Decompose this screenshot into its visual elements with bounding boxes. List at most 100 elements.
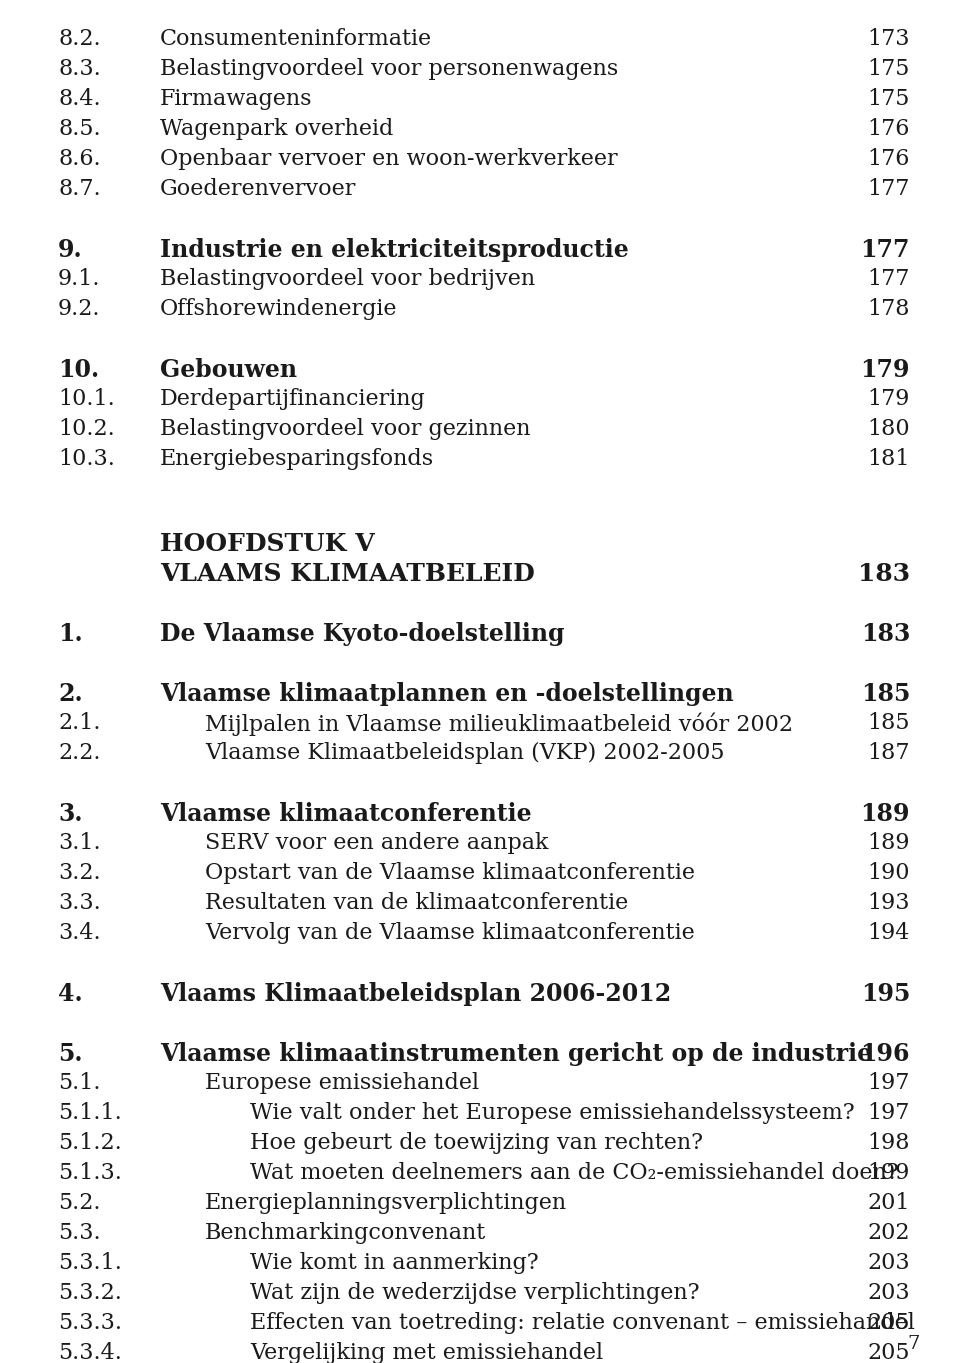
- Text: Energiebesparingsfonds: Energiebesparingsfonds: [160, 448, 434, 470]
- Text: Benchmarkingconvenant: Benchmarkingconvenant: [205, 1223, 487, 1244]
- Text: 190: 190: [868, 861, 910, 885]
- Text: 8.3.: 8.3.: [58, 59, 101, 80]
- Text: Energieplanningsverplichtingen: Energieplanningsverplichtingen: [205, 1193, 567, 1214]
- Text: 3.1.: 3.1.: [58, 831, 101, 855]
- Text: Wat zijn de wederzijdse verplichtingen?: Wat zijn de wederzijdse verplichtingen?: [250, 1283, 700, 1304]
- Text: Vlaamse klimaatconferentie: Vlaamse klimaatconferentie: [160, 801, 532, 826]
- Text: 201: 201: [868, 1193, 910, 1214]
- Text: 5.1.: 5.1.: [58, 1073, 101, 1094]
- Text: 5.1.1.: 5.1.1.: [58, 1103, 122, 1124]
- Text: 196: 196: [860, 1041, 910, 1066]
- Text: 5.1.2.: 5.1.2.: [58, 1133, 122, 1154]
- Text: 183: 183: [858, 562, 910, 586]
- Text: Wie komt in aanmerking?: Wie komt in aanmerking?: [250, 1253, 539, 1274]
- Text: 10.: 10.: [58, 358, 99, 382]
- Text: 1.: 1.: [58, 622, 83, 646]
- Text: 187: 187: [868, 741, 910, 765]
- Text: 189: 189: [868, 831, 910, 855]
- Text: VLAAMS KLIMAATBELEID: VLAAMS KLIMAATBELEID: [160, 562, 535, 586]
- Text: 3.3.: 3.3.: [58, 891, 101, 915]
- Text: Openbaar vervoer en woon-werkverkeer: Openbaar vervoer en woon-werkverkeer: [160, 149, 617, 170]
- Text: 193: 193: [868, 891, 910, 915]
- Text: 179: 179: [868, 388, 910, 410]
- Text: 5.2.: 5.2.: [58, 1193, 101, 1214]
- Text: Vergelijking met emissiehandel: Vergelijking met emissiehandel: [250, 1343, 603, 1363]
- Text: 177: 177: [860, 239, 910, 262]
- Text: 180: 180: [868, 418, 910, 440]
- Text: Vlaams Klimaatbeleidsplan 2006-2012: Vlaams Klimaatbeleidsplan 2006-2012: [160, 981, 671, 1006]
- Text: 183: 183: [860, 622, 910, 646]
- Text: Derdepartijfinanciering: Derdepartijfinanciering: [160, 388, 425, 410]
- Text: Vlaamse Klimaatbeleidsplan (VKP) 2002-2005: Vlaamse Klimaatbeleidsplan (VKP) 2002-20…: [205, 741, 725, 765]
- Text: 2.: 2.: [58, 682, 83, 706]
- Text: Wie valt onder het Europese emissiehandelssysteem?: Wie valt onder het Europese emissiehande…: [250, 1103, 854, 1124]
- Text: Mijlpalen in Vlaamse milieuklimaatbeleid vóór 2002: Mijlpalen in Vlaamse milieuklimaatbeleid…: [205, 711, 793, 736]
- Text: 8.5.: 8.5.: [58, 119, 101, 140]
- Text: 10.3.: 10.3.: [58, 448, 115, 470]
- Text: 9.2.: 9.2.: [58, 298, 101, 320]
- Text: Wagenpark overheid: Wagenpark overheid: [160, 119, 394, 140]
- Text: Vlaamse klimaatplannen en -doelstellingen: Vlaamse klimaatplannen en -doelstellinge…: [160, 682, 733, 706]
- Text: 7: 7: [907, 1334, 920, 1353]
- Text: 5.: 5.: [58, 1041, 83, 1066]
- Text: 10.1.: 10.1.: [58, 388, 115, 410]
- Text: 179: 179: [860, 358, 910, 382]
- Text: 194: 194: [868, 921, 910, 945]
- Text: Wat moeten deelnemers aan de CO₂-emissiehandel doen?: Wat moeten deelnemers aan de CO₂-emissie…: [250, 1163, 899, 1184]
- Text: 199: 199: [868, 1163, 910, 1184]
- Text: 203: 203: [868, 1253, 910, 1274]
- Text: 205: 205: [868, 1343, 910, 1363]
- Text: Resultaten van de klimaatconferentie: Resultaten van de klimaatconferentie: [205, 891, 628, 915]
- Text: 2.1.: 2.1.: [58, 711, 101, 735]
- Text: 4.: 4.: [58, 981, 83, 1006]
- Text: 181: 181: [868, 448, 910, 470]
- Text: Europese emissiehandel: Europese emissiehandel: [205, 1073, 479, 1094]
- Text: Hoe gebeurt de toewijzing van rechten?: Hoe gebeurt de toewijzing van rechten?: [250, 1133, 703, 1154]
- Text: 176: 176: [868, 119, 910, 140]
- Text: 175: 175: [868, 89, 910, 110]
- Text: 5.3.: 5.3.: [58, 1223, 101, 1244]
- Text: 185: 185: [860, 682, 910, 706]
- Text: 189: 189: [860, 801, 910, 826]
- Text: De Vlaamse Kyoto-doelstelling: De Vlaamse Kyoto-doelstelling: [160, 622, 564, 646]
- Text: 2.2.: 2.2.: [58, 741, 101, 765]
- Text: 185: 185: [868, 711, 910, 735]
- Text: Industrie en elektriciteitsproductie: Industrie en elektriciteitsproductie: [160, 239, 629, 262]
- Text: 5.3.2.: 5.3.2.: [58, 1283, 122, 1304]
- Text: 10.2.: 10.2.: [58, 418, 115, 440]
- Text: 5.3.3.: 5.3.3.: [58, 1313, 122, 1334]
- Text: Effecten van toetreding: relatie convenant – emissiehandel: Effecten van toetreding: relatie convena…: [250, 1313, 915, 1334]
- Text: Goederenvervoer: Goederenvervoer: [160, 179, 356, 200]
- Text: 176: 176: [868, 149, 910, 170]
- Text: Opstart van de Vlaamse klimaatconferentie: Opstart van de Vlaamse klimaatconferenti…: [205, 861, 695, 885]
- Text: Consumenteninformatie: Consumenteninformatie: [160, 29, 432, 50]
- Text: 8.7.: 8.7.: [58, 179, 101, 200]
- Text: 197: 197: [868, 1073, 910, 1094]
- Text: Vervolg van de Vlaamse klimaatconferentie: Vervolg van de Vlaamse klimaatconferenti…: [205, 921, 695, 945]
- Text: 202: 202: [868, 1223, 910, 1244]
- Text: 178: 178: [868, 298, 910, 320]
- Text: 203: 203: [868, 1283, 910, 1304]
- Text: 9.1.: 9.1.: [58, 269, 101, 290]
- Text: 175: 175: [868, 59, 910, 80]
- Text: SERV voor een andere aanpak: SERV voor een andere aanpak: [205, 831, 548, 855]
- Text: 3.: 3.: [58, 801, 83, 826]
- Text: 195: 195: [860, 981, 910, 1006]
- Text: 197: 197: [868, 1103, 910, 1124]
- Text: 8.4.: 8.4.: [58, 89, 101, 110]
- Text: Belastingvoordeel voor gezinnen: Belastingvoordeel voor gezinnen: [160, 418, 531, 440]
- Text: 177: 177: [868, 269, 910, 290]
- Text: 5.1.3.: 5.1.3.: [58, 1163, 122, 1184]
- Text: Belastingvoordeel voor personenwagens: Belastingvoordeel voor personenwagens: [160, 59, 618, 80]
- Text: Offshorewindenergie: Offshorewindenergie: [160, 298, 397, 320]
- Text: Gebouwen: Gebouwen: [160, 358, 297, 382]
- Text: HOOFDSTUK V: HOOFDSTUK V: [160, 532, 374, 556]
- Text: 205: 205: [868, 1313, 910, 1334]
- Text: 5.3.1.: 5.3.1.: [58, 1253, 122, 1274]
- Text: Firmawagens: Firmawagens: [160, 89, 313, 110]
- Text: Vlaamse klimaatinstrumenten gericht op de industrie: Vlaamse klimaatinstrumenten gericht op d…: [160, 1041, 872, 1066]
- Text: 9.: 9.: [58, 239, 83, 262]
- Text: 5.3.4.: 5.3.4.: [58, 1343, 122, 1363]
- Text: 8.6.: 8.6.: [58, 149, 101, 170]
- Text: 173: 173: [868, 29, 910, 50]
